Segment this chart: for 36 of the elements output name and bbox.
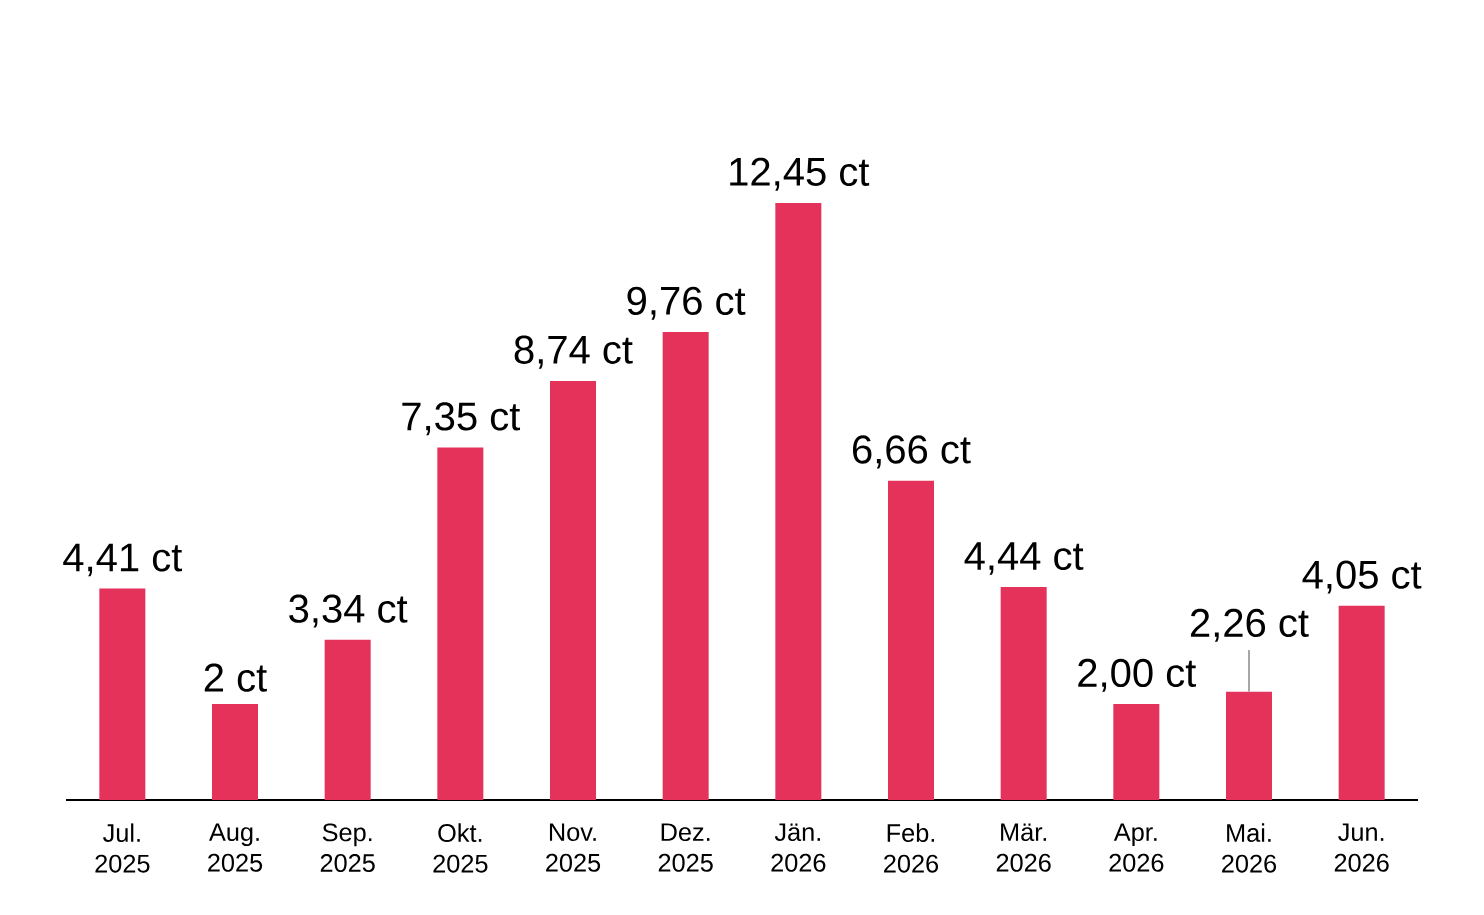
data-label: 8,74 ct bbox=[514, 335, 633, 369]
bar bbox=[212, 704, 258, 800]
bar bbox=[324, 639, 371, 800]
data-label: 4,41 ct bbox=[63, 543, 183, 577]
data-label: 12,45 ct bbox=[730, 157, 870, 191]
data-label: 2,00 ct bbox=[1078, 658, 1197, 692]
x-tick-label: Aug. 2025 bbox=[208, 823, 263, 872]
data-label: 6,66 ct bbox=[852, 435, 971, 469]
data-label: 4,44 ct bbox=[964, 542, 1084, 575]
x-tick-label: Apr. 2026 bbox=[1109, 823, 1164, 872]
bar bbox=[1338, 605, 1385, 800]
x-tick-label: Jun. 2026 bbox=[1334, 823, 1389, 872]
x-tick-label: Dez. 2025 bbox=[658, 823, 713, 872]
bar bbox=[775, 203, 822, 800]
data-label: 7,35 ct bbox=[402, 402, 521, 436]
data-label: 3,34 ct bbox=[289, 594, 408, 628]
x-tick-label: Okt. 2025 bbox=[433, 823, 488, 873]
x-tick-label: Feb. 2026 bbox=[884, 823, 939, 873]
data-label: 9,76 ct bbox=[627, 286, 746, 320]
x-tick-label: Jul. 2025 bbox=[95, 823, 150, 873]
bar bbox=[1000, 587, 1047, 800]
bar bbox=[99, 588, 146, 800]
x-tick-label: Nov. 2025 bbox=[546, 823, 601, 872]
bar bbox=[662, 331, 709, 800]
bar bbox=[888, 480, 934, 800]
x-tick-label: Sep. 2025 bbox=[320, 823, 375, 872]
x-tick-label: Mär. 2026 bbox=[996, 823, 1051, 872]
bar bbox=[1113, 704, 1160, 800]
x-tick-label: Mai. 2026 bbox=[1222, 823, 1277, 873]
bar bbox=[1226, 691, 1272, 800]
x-tick-label: Jän. 2026 bbox=[771, 823, 826, 872]
bar bbox=[550, 380, 596, 800]
bar bbox=[437, 447, 484, 800]
data-label: 4,05 ct bbox=[1302, 560, 1422, 594]
data-label: 2 ct bbox=[204, 663, 267, 692]
data-label: 2,26 ct bbox=[1190, 608, 1309, 642]
